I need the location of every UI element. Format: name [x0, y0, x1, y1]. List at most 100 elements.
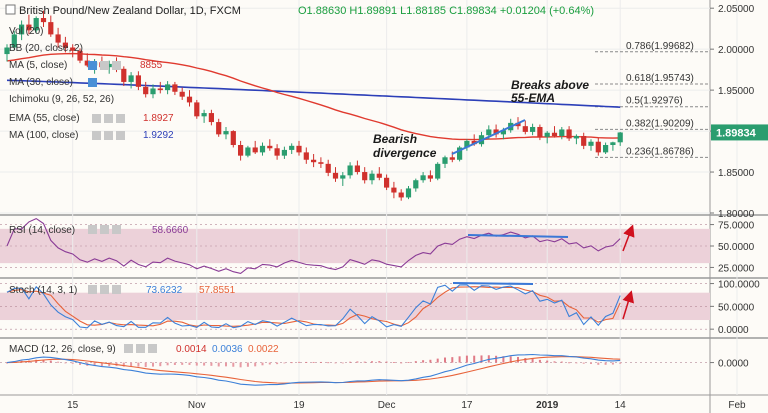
close-icon[interactable] — [112, 225, 121, 234]
macd-histogram-bar — [319, 361, 322, 363]
macd-histogram-bar — [6, 362, 8, 364]
macd-histogram-bar — [246, 362, 249, 367]
close-icon[interactable] — [112, 61, 121, 70]
macd-histogram-bar — [305, 361, 308, 363]
macd-histogram-bar — [144, 362, 147, 368]
macd-histogram-bar — [232, 362, 235, 367]
indicator-labels: RSI (14, close) 58.6660 Stoch (14, 3, 1)… — [9, 225, 279, 355]
chart-title: British Pound/New Zealand Dollar, 1D, FX… — [19, 5, 241, 17]
ohlc-values: O1.88630 H1.89891 L1.88185 C1.89834 +0.0… — [298, 5, 594, 17]
macd-histogram-bar — [239, 362, 242, 368]
close-icon[interactable] — [148, 344, 157, 353]
candle-body — [354, 165, 360, 173]
indicator-icons[interactable] — [88, 225, 157, 353]
candle-body — [617, 132, 623, 143]
macd-histogram-bar — [531, 358, 534, 363]
macd-histogram-bar — [195, 362, 198, 366]
stoch-d-value: 57.8551 — [199, 285, 236, 296]
macd-histogram-bar — [130, 362, 133, 367]
candle-body — [332, 172, 339, 179]
candle-body — [11, 34, 17, 48]
candle-body — [33, 18, 39, 31]
eye-icon[interactable] — [92, 131, 101, 140]
time-tick-label: Nov — [188, 400, 206, 411]
candle-body — [311, 159, 317, 163]
stoch-k-value: 73.6232 — [146, 285, 183, 296]
candle-body — [62, 42, 68, 48]
gear-icon[interactable] — [100, 61, 109, 70]
macd-histogram-bar — [334, 362, 337, 364]
macd-histogram-bar — [422, 360, 425, 363]
legend-icons[interactable] — [88, 61, 125, 140]
gear-icon[interactable] — [136, 344, 145, 353]
rsi-value: 58.6660 — [152, 225, 189, 236]
candle-body — [376, 173, 382, 178]
macd-histogram-bar — [385, 361, 388, 363]
eye-icon[interactable] — [92, 114, 101, 123]
macd-pane[interactable] — [0, 339, 710, 394]
macd-histogram-bar — [392, 362, 395, 363]
macd-label: MACD (12, 26, close, 9) — [9, 344, 116, 355]
legend-bb: BB (20, close, 2) — [9, 43, 83, 54]
candle-body — [252, 147, 258, 153]
time-tick-label: 15 — [67, 400, 79, 411]
gear-icon[interactable] — [100, 225, 109, 234]
candle-body — [303, 152, 309, 160]
eye-icon[interactable] — [88, 225, 97, 234]
time-tick-label: Dec — [378, 400, 396, 411]
grid-layer — [0, 0, 738, 395]
axis-labels: 15 Nov 19 Dec 17 2019 14 Feb 2.05000 2.00000 1.950… — [67, 4, 768, 411]
gear-icon[interactable] — [104, 114, 113, 123]
candle-body — [128, 75, 134, 82]
eye-icon[interactable] — [124, 344, 133, 353]
candle-body — [19, 24, 25, 35]
close-icon[interactable] — [116, 114, 125, 123]
macd-histogram-bar — [290, 362, 293, 364]
macd-histogram-bar — [524, 358, 527, 363]
candle-body — [84, 60, 90, 66]
rsi-tick-label: 25.0000 — [718, 263, 755, 274]
macd-histogram-bar — [414, 361, 417, 363]
close-icon[interactable] — [116, 131, 125, 140]
candle-body — [201, 113, 207, 117]
macd-histogram-bar — [546, 360, 549, 363]
gear-icon[interactable] — [100, 285, 109, 294]
candle-body — [106, 63, 112, 68]
macd-histogram-bar — [611, 362, 614, 365]
macd-histogram-bar — [465, 355, 468, 363]
ema55-line — [6, 52, 621, 141]
macd-histogram-bar — [71, 362, 74, 364]
eye-icon[interactable] — [88, 285, 97, 294]
macd-histogram-bar — [436, 358, 439, 363]
legend-ichimoku: Ichimoku (9, 26, 52, 26) — [9, 94, 114, 105]
macd-histogram-bar — [254, 362, 257, 367]
gear-icon[interactable] — [104, 131, 113, 140]
macd-histogram-bar — [341, 362, 344, 364]
trendline-price[interactable] — [451, 119, 526, 155]
trendline-stoch[interactable] — [452, 282, 534, 285]
candle-body — [230, 131, 236, 146]
candle-body — [427, 175, 433, 179]
close-icon[interactable] — [112, 285, 121, 294]
macd-histogram-bar — [108, 362, 111, 367]
eye-icon[interactable] — [88, 61, 97, 70]
candle-body — [172, 84, 178, 92]
candle-body — [362, 172, 368, 181]
candle-body — [471, 140, 477, 145]
macd-histogram-bar — [517, 356, 519, 363]
rsi-tick-label: 75.0000 — [718, 221, 755, 232]
candle-body — [274, 148, 280, 156]
time-tick-label: Feb — [728, 400, 746, 411]
macd-histogram-bar — [538, 359, 541, 363]
macd-histogram-bar — [400, 362, 403, 364]
candle-body — [289, 145, 295, 150]
eye-icon[interactable] — [88, 78, 97, 87]
candle-body — [522, 126, 528, 132]
macd-hist-value: 0.0014 — [176, 344, 207, 355]
trendline-rsi[interactable] — [467, 234, 569, 238]
candle-body — [551, 132, 558, 136]
candle-body — [281, 149, 287, 156]
candle-body — [442, 157, 448, 164]
candle-body — [318, 162, 324, 164]
